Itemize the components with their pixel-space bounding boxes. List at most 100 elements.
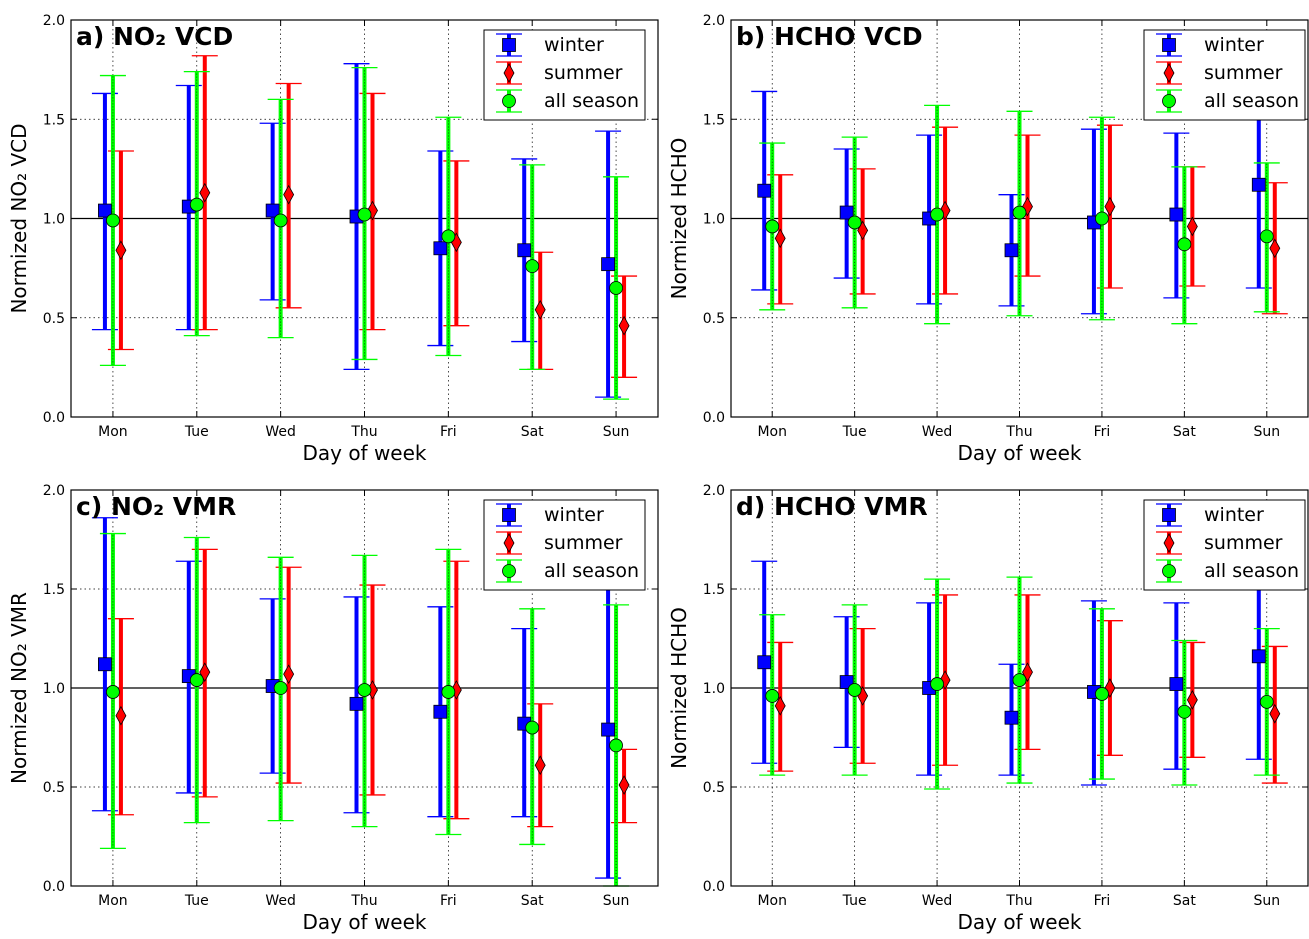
data-point-all-season (609, 281, 623, 295)
data-point-summer (618, 775, 630, 795)
x-tick-label: Tue (184, 893, 209, 909)
data-point-winter (757, 183, 772, 198)
data-point-all-season (1259, 229, 1274, 244)
data-point-winter (98, 657, 112, 672)
legend-label: winter (1204, 34, 1264, 56)
data-point-all-season (1095, 687, 1109, 701)
data-point-all-season (1012, 205, 1027, 220)
data-point-winter (1169, 677, 1184, 691)
data-point-all-season (930, 677, 944, 691)
x-tick-label: Thu (350, 893, 377, 909)
y-tick-label: 1.0 (43, 212, 65, 228)
y-tick-label: 0.5 (703, 780, 725, 796)
y-tick-label: 1.5 (703, 112, 725, 128)
data-point-all-season (1177, 704, 1192, 719)
legend-label: winter (1204, 504, 1264, 526)
legend: winter summer all season (483, 499, 646, 591)
y-tick-label: 1.0 (43, 681, 65, 697)
data-point-winter (1169, 207, 1184, 222)
x-tick-label: Fri (440, 424, 457, 440)
legend: winter summer all season (1143, 29, 1306, 121)
x-tick-label: Wed (922, 893, 953, 909)
legend-label: summer (1204, 62, 1283, 84)
x-tick-label: Mon (98, 893, 128, 909)
legend-label: winter (544, 504, 604, 526)
y-tick-label: 1.5 (43, 112, 65, 128)
data-point-summer (1186, 690, 1198, 710)
y-tick-label: 0.0 (703, 879, 725, 895)
legend-marker-summer (1163, 63, 1175, 83)
data-point-summer (774, 228, 786, 249)
panel-title: a) NO₂ VCD (76, 22, 233, 51)
data-point-summer (115, 705, 127, 726)
x-tick-label: Thu (1005, 893, 1032, 909)
data-point-winter (1004, 710, 1019, 725)
panel-title: d) HCHO VMR (736, 492, 928, 521)
x-axis-label: Day of week (302, 910, 426, 934)
legend-marker-winter (502, 508, 516, 522)
y-tick-label: 2.0 (43, 13, 65, 29)
data-point-all-season (1259, 694, 1274, 709)
data-point-all-season (273, 213, 288, 228)
x-tick-label: Tue (842, 893, 867, 909)
legend-label: all season (1204, 90, 1299, 112)
data-point-winter (757, 655, 772, 670)
y-axis-label: Normized HCHO (667, 138, 691, 300)
legend-label: winter (544, 34, 604, 56)
y-tick-label: 2.0 (43, 483, 65, 499)
legend-label: summer (1204, 532, 1283, 554)
data-point-winter (349, 696, 364, 711)
data-point-summer (534, 755, 546, 776)
legend-label: summer (544, 532, 623, 554)
chart-panel-1: 0.0 0.5 1.0 1.5 2.0 Mon Tue Wed Thu Fri Sat Sun a) N… (7, 13, 659, 465)
legend-marker-winter (1162, 38, 1176, 52)
data-point-all-season (847, 683, 862, 697)
legend-marker-all-season (502, 94, 516, 108)
data-point-summer (115, 240, 127, 261)
data-point-all-season (273, 681, 288, 695)
chart-panel-2: 0.0 0.5 1.0 1.5 2.0 Mon Tue Wed Thu Fri Sat Sun b) H… (667, 13, 1309, 465)
y-tick-label: 1.5 (43, 582, 65, 598)
y-tick-label: 2.0 (703, 13, 725, 29)
data-point-summer (618, 315, 630, 336)
data-point-winter (433, 241, 448, 256)
legend-marker-summer (503, 63, 515, 83)
chart-panel-3: 0.0 0.5 1.0 1.5 2.0 Mon Tue Wed Thu Fri Sat Sun c) N… (7, 483, 659, 934)
data-point-all-season (765, 219, 780, 234)
x-tick-label: Fri (1094, 893, 1111, 909)
y-tick-label: 0.5 (43, 311, 65, 327)
data-point-summer (534, 299, 546, 320)
panel-title: c) NO₂ VMR (76, 492, 236, 521)
x-tick-label: Sun (603, 424, 630, 440)
data-point-all-season (765, 689, 780, 703)
panel-title: b) HCHO VCD (736, 22, 923, 51)
legend-marker-all-season (1162, 94, 1176, 108)
x-tick-label: Thu (1005, 424, 1032, 440)
plot-frame (730, 489, 1309, 887)
data-point-winter (1251, 177, 1266, 192)
data-point-all-season (847, 215, 862, 230)
y-axis-label: Normized NO₂ VCD (7, 123, 31, 313)
data-point-winter (517, 243, 532, 258)
data-point-all-season (106, 685, 120, 699)
plot-frame (70, 489, 659, 887)
data-point-summer (1269, 238, 1281, 259)
data-point-winter (1251, 649, 1266, 664)
legend-marker-all-season (1162, 564, 1176, 578)
data-point-winter (601, 722, 615, 737)
x-tick-label: Sat (1173, 893, 1196, 909)
legend-marker-winter (502, 38, 516, 52)
data-point-summer (1104, 196, 1116, 217)
x-tick-label: Mon (757, 893, 787, 909)
y-tick-label: 0.0 (43, 410, 65, 426)
data-point-all-season (609, 738, 623, 753)
x-tick-label: Sat (521, 893, 544, 909)
legend-label: all season (1204, 560, 1299, 582)
data-point-all-season (1095, 211, 1109, 226)
legend-marker-all-season (502, 564, 516, 578)
legend-marker-summer (503, 533, 515, 553)
data-point-all-season (189, 197, 204, 212)
data-point-all-season (441, 229, 456, 244)
x-tick-label: Wed (265, 893, 296, 909)
